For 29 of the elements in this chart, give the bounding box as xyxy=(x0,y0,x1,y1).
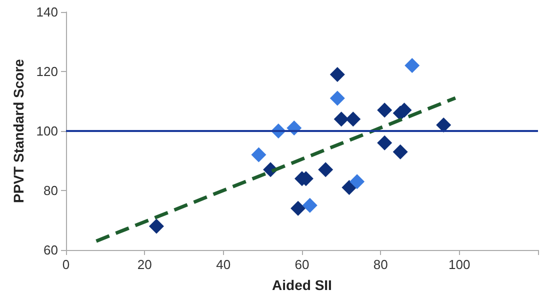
x-tick-label: 40 xyxy=(216,257,231,272)
x-tick-label: 0 xyxy=(62,257,70,272)
x-axis-title: Aided SII xyxy=(272,277,332,293)
x-tick-label: 80 xyxy=(373,257,388,272)
point xyxy=(350,174,365,190)
point xyxy=(290,200,306,216)
point xyxy=(346,112,361,127)
point xyxy=(377,102,392,118)
point xyxy=(251,147,266,162)
y-tick-label: 120 xyxy=(36,64,58,79)
point xyxy=(330,90,345,106)
point xyxy=(404,58,420,74)
point xyxy=(302,198,318,213)
point xyxy=(330,66,345,82)
point xyxy=(148,218,164,234)
point xyxy=(318,162,334,178)
y-tick-label: 140 xyxy=(36,4,58,20)
y-tick-label: 60 xyxy=(44,242,58,258)
y-tick-label: 80 xyxy=(44,183,58,198)
point xyxy=(436,118,452,133)
y-tick-label: 100 xyxy=(36,124,58,138)
x-tick-label: 60 xyxy=(294,257,310,272)
x-tick-label: 100 xyxy=(448,257,470,272)
point xyxy=(334,112,349,127)
point xyxy=(392,144,408,160)
point xyxy=(342,180,357,196)
point xyxy=(377,135,392,150)
y-axis-title: PPVT Standard Score xyxy=(10,58,26,203)
x-tick-label: 20 xyxy=(137,257,152,272)
